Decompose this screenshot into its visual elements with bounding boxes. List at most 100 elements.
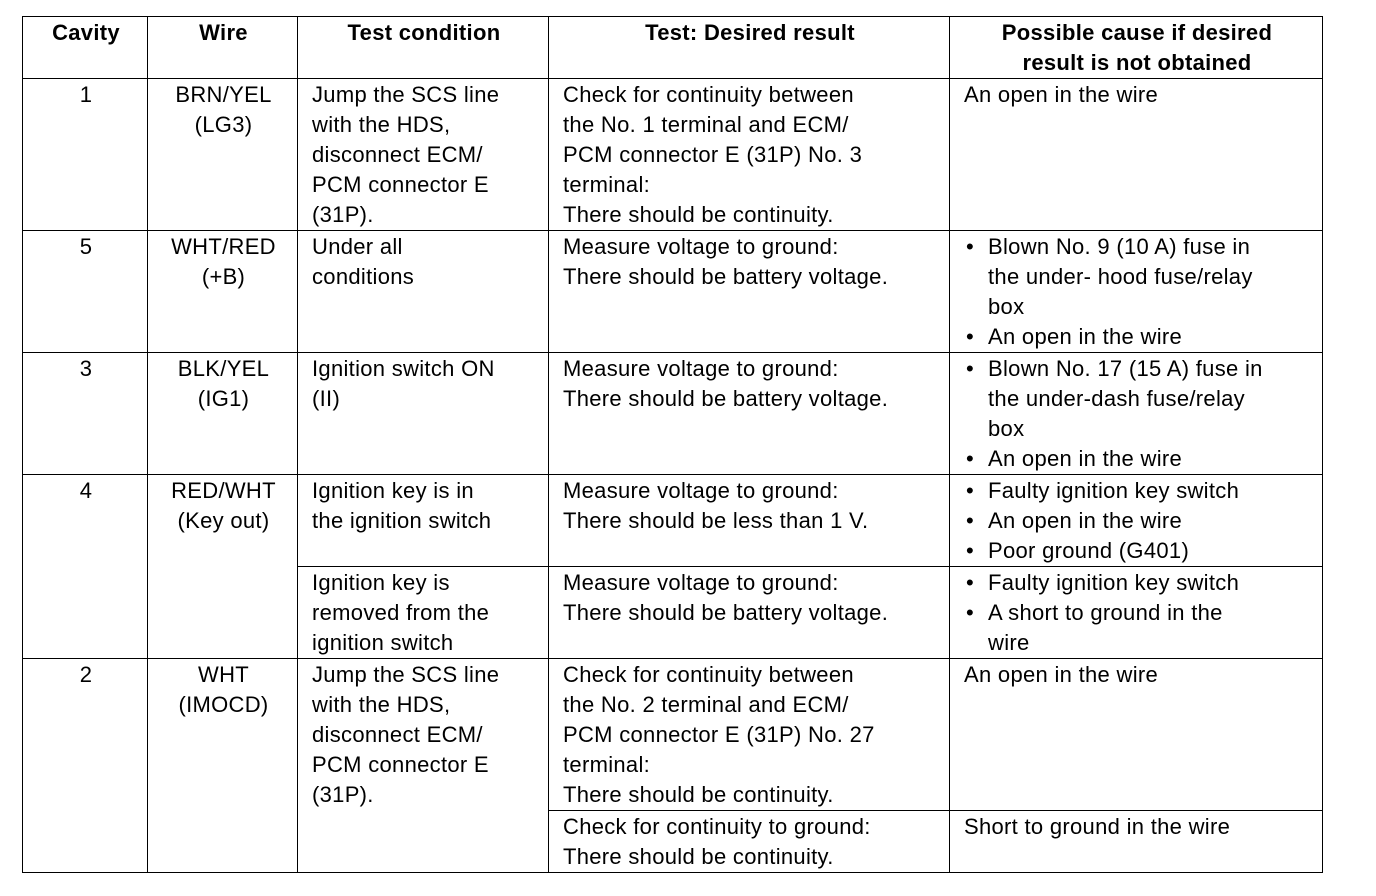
table-row: 2 WHT (IMOCD) Jump the SCS line with the HDS… — [22, 658, 1323, 873]
condition-text: Jump the SCS line — [312, 662, 500, 687]
cause-item: An open in the wire — [964, 506, 1310, 536]
header-cell: Possible cause if desired result is not o… — [949, 16, 1323, 79]
condition-text: Ignition key is in — [312, 478, 474, 503]
header-text: Possible cause if desired — [1001, 20, 1273, 45]
condition-text: (31P). — [312, 782, 374, 807]
cause-item: An open in the wire — [964, 444, 1310, 474]
result-text: Check for continuity between — [563, 662, 854, 687]
wire-text: (IMOCD) — [178, 692, 269, 717]
cause-cell: An open in the wire — [949, 78, 1323, 231]
wire-text: (+B) — [201, 264, 246, 289]
cause-item: Faulty ignition key switch — [964, 476, 1310, 506]
cavity-cell: 3 — [22, 352, 148, 475]
wire-text: WHT — [198, 662, 249, 687]
cavity-cell: 1 — [22, 78, 148, 231]
cause-text: Short to ground in the wire — [964, 814, 1231, 839]
result-text: Check for continuity between — [563, 82, 854, 107]
result-text: PCM connector E (31P) No. 27 — [563, 722, 875, 747]
header-text: result is not obtained — [1022, 50, 1252, 75]
header-cell: Test condition — [297, 16, 549, 79]
condition-cell: Jump the SCS line with the HDS, disconnect… — [297, 658, 549, 873]
condition-cell: Jump the SCS line with the HDS, disconnect… — [297, 78, 549, 231]
wire-cell: BRN/YEL (LG3) — [147, 78, 298, 231]
wire-text: BRN/YEL — [175, 82, 272, 107]
header-cell: Cavity — [22, 16, 148, 79]
cause-item: Faulty ignition key switch — [964, 568, 1310, 598]
cause-text: An open in the wire — [964, 662, 1159, 687]
wire-cell: RED/WHT (Key out) — [147, 474, 298, 659]
result-text: Measure voltage to ground: — [563, 356, 839, 381]
wire-cell: WHT/RED (+B) — [147, 230, 298, 353]
cause-text: box — [988, 416, 1025, 441]
cause-item: Blown No. 9 (10 A) fuse in the under- hoo… — [964, 232, 1310, 322]
result-cell: Check for continuity to ground: There sho… — [548, 810, 950, 873]
result-text: There should be continuity. — [563, 202, 834, 227]
cause-text: wire — [988, 630, 1030, 655]
result-text: Measure voltage to ground: — [563, 570, 839, 595]
table-row: 3 BLK/YEL (IG1) Ignition switch ON (II) Measu… — [22, 352, 1323, 475]
condition-cell: Under all conditions — [297, 230, 549, 353]
cavity-cell: 2 — [22, 658, 148, 873]
condition-text: ignition switch — [312, 630, 454, 655]
cause-item: Blown No. 17 (15 A) fuse in the under-das… — [964, 354, 1310, 444]
result-text: Measure voltage to ground: — [563, 478, 839, 503]
wire-text: RED/WHT — [171, 478, 276, 503]
result-text: Check for continuity to ground: — [563, 814, 871, 839]
cause-text: Poor ground (G401) — [988, 538, 1190, 563]
cause-item: Poor ground (G401) — [964, 536, 1310, 566]
condition-text: PCM connector E — [312, 752, 489, 777]
result-cell: Measure voltage to ground: There should b… — [548, 566, 950, 659]
cause-cell: Blown No. 17 (15 A) fuse in the under-das… — [949, 352, 1323, 475]
result-text: Measure voltage to ground: — [563, 234, 839, 259]
cause-cell: Short to ground in the wire — [949, 810, 1323, 873]
cause-text: A short to ground in the — [988, 600, 1223, 625]
cause-text: Faulty ignition key switch — [988, 478, 1240, 503]
result-text: There should be less than 1 V. — [563, 508, 869, 533]
condition-text: (II) — [312, 386, 341, 411]
cavity-cell: 5 — [22, 230, 148, 353]
result-text: PCM connector E (31P) No. 3 — [563, 142, 863, 167]
cause-text: An open in the wire — [988, 324, 1183, 349]
condition-text: PCM connector E — [312, 172, 489, 197]
cause-list: Faulty ignition key switch An open in the… — [964, 476, 1310, 566]
table-body: 1 BRN/YEL (LG3) Jump the SCS line with the H… — [22, 78, 1323, 873]
result-cell: Measure voltage to ground: There should b… — [548, 230, 950, 353]
wire-text: (LG3) — [194, 112, 253, 137]
table-row: Ignition key is removed from the ignition … — [23, 566, 1323, 659]
cause-cell: Faulty ignition key switch A short to gro… — [949, 566, 1323, 659]
diagnostic-table: Cavity Wire Test condition Test: Desired re… — [22, 16, 1323, 873]
condition-text: disconnect ECM/ — [312, 142, 483, 167]
cause-text: box — [988, 294, 1025, 319]
header-row: Cavity Wire Test condition Test: Desired re… — [22, 16, 1323, 79]
condition-text: conditions — [312, 264, 415, 289]
wire-text: (Key out) — [177, 508, 270, 533]
wire-cell: WHT (IMOCD) — [147, 658, 298, 873]
cause-list: Faulty ignition key switch A short to gro… — [964, 568, 1310, 658]
condition-text: with the HDS, — [312, 112, 451, 137]
cause-list: Blown No. 9 (10 A) fuse in the under- hoo… — [964, 232, 1310, 352]
result-cell: Check for continuity between the No. 1 te… — [548, 78, 950, 231]
result-text: the No. 1 terminal and ECM/ — [563, 112, 849, 137]
condition-text: the ignition switch — [312, 508, 492, 533]
cause-cell: Blown No. 9 (10 A) fuse in the under- hoo… — [949, 230, 1323, 353]
condition-text: removed from the — [312, 600, 490, 625]
result-text: There should be battery voltage. — [563, 600, 889, 625]
result-cell: Measure voltage to ground: There should b… — [548, 474, 950, 567]
condition-text: Ignition switch ON — [312, 356, 495, 381]
cause-text: An open in the wire — [988, 508, 1183, 533]
result-text: the No. 2 terminal and ECM/ — [563, 692, 849, 717]
cavity-cell: 4 — [22, 474, 148, 659]
cause-text: Blown No. 9 (10 A) fuse in — [988, 234, 1251, 259]
result-text: There should be battery voltage. — [563, 264, 889, 289]
wire-cell: BLK/YEL (IG1) — [147, 352, 298, 475]
condition-cell: Ignition key is in the ignition switch — [297, 474, 549, 567]
result-text: terminal: — [563, 752, 651, 777]
cause-text: Faulty ignition key switch — [988, 570, 1240, 595]
condition-text: Under all — [312, 234, 403, 259]
condition-cell: Ignition key is removed from the ignition … — [297, 566, 549, 659]
cause-cell: An open in the wire — [949, 658, 1323, 811]
result-text: terminal: — [563, 172, 651, 197]
condition-text: (31P). — [312, 202, 374, 227]
result-text: There should be continuity. — [563, 782, 834, 807]
